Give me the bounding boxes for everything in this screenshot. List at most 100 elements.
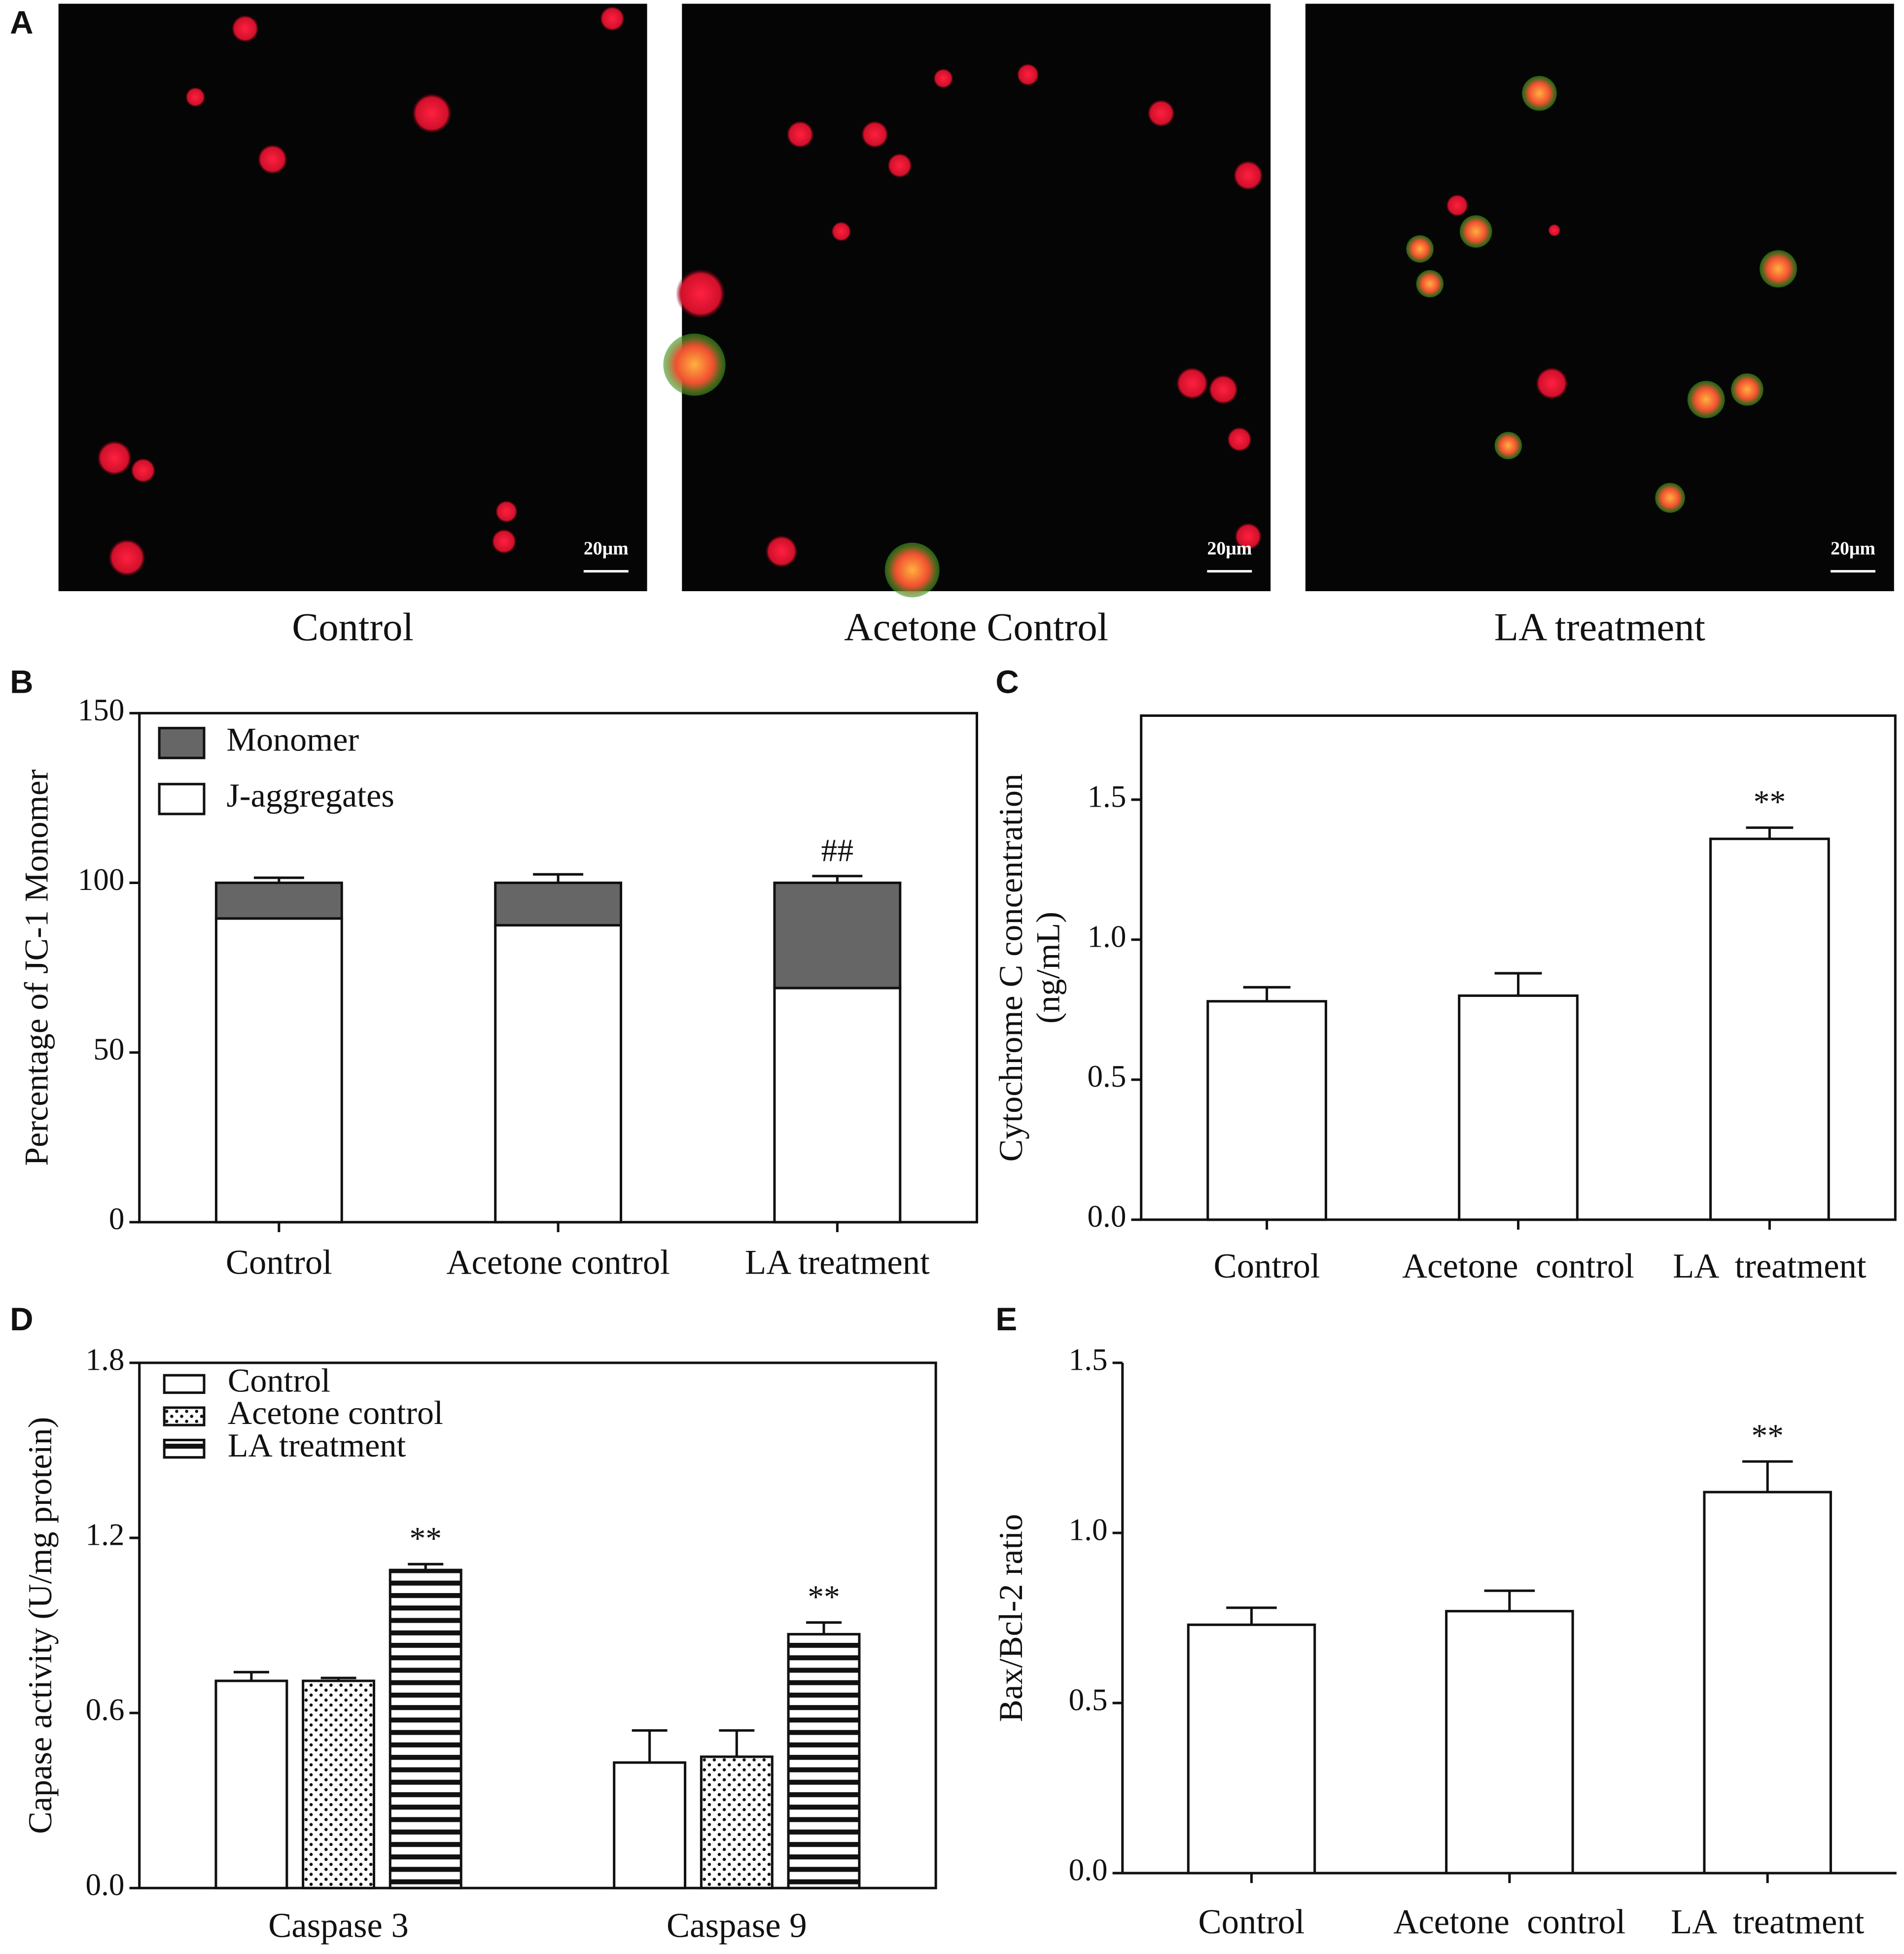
significance-mark: **	[808, 1579, 840, 1615]
cell	[1535, 367, 1568, 400]
bar-segment	[214, 881, 343, 920]
y-axis-label: (ng/mL)	[1029, 912, 1067, 1024]
legend-swatch	[158, 782, 206, 816]
cell	[412, 93, 452, 134]
bar-segment	[773, 881, 902, 990]
y-tick-label: 0.0	[1088, 1199, 1127, 1234]
bar	[1458, 994, 1579, 1221]
x-tick-label: Caspase 3	[268, 1907, 409, 1945]
image-caption: LA treatment	[1494, 605, 1705, 649]
bar-segment	[214, 917, 343, 1224]
scale-bar-label: 20μm	[1831, 538, 1875, 559]
y-tick-label: 1.5	[1088, 779, 1127, 814]
bar	[1187, 1623, 1316, 1875]
y-tick-label: 1.2	[86, 1518, 125, 1552]
significance-mark: **	[409, 1521, 442, 1557]
bar	[1703, 1491, 1832, 1875]
x-tick-label: Control	[1199, 1903, 1305, 1941]
y-tick-label: 100	[78, 862, 125, 897]
cell	[1017, 63, 1039, 86]
cell	[1176, 367, 1208, 400]
significance-mark: ##	[821, 833, 854, 868]
bar-segment	[773, 987, 902, 1224]
panel-letter: A	[10, 4, 33, 40]
cell	[861, 120, 889, 148]
cell	[765, 535, 798, 568]
y-tick-label: 1.0	[1088, 919, 1127, 954]
y-axis-label: Capase activity (U/mg protein)	[21, 1417, 59, 1834]
legend-label: Monomer	[226, 721, 359, 758]
cell	[131, 458, 156, 483]
cell	[1147, 99, 1175, 127]
bar	[214, 1679, 288, 1889]
y-tick-label: 150	[78, 693, 125, 727]
panel-letter: E	[995, 1301, 1017, 1337]
micrograph	[1305, 3, 1894, 591]
cell	[786, 120, 814, 148]
cell	[599, 6, 625, 32]
y-tick-label: 0.5	[1088, 1059, 1127, 1094]
x-tick-label: Acetone control	[446, 1243, 670, 1281]
bar	[700, 1755, 774, 1889]
cell	[97, 440, 132, 476]
y-axis-label: Cytochrome C concentration	[992, 774, 1029, 1162]
y-tick-label: 0.5	[1069, 1682, 1108, 1717]
cell	[1522, 75, 1557, 111]
cell	[1208, 374, 1238, 405]
y-tick-label: 0.0	[86, 1868, 125, 1902]
panel-letter: B	[10, 664, 33, 700]
scale-bar-label: 20μm	[1207, 538, 1252, 559]
x-tick-label: Control	[226, 1243, 332, 1281]
y-axis-label: Percentage of JC-1 Monomer	[17, 769, 55, 1166]
cell	[108, 538, 146, 576]
micrograph	[682, 3, 1271, 591]
cell	[1494, 431, 1522, 460]
cell	[831, 221, 851, 242]
x-tick-label: LA treatment	[1673, 1247, 1867, 1285]
panel-letter: D	[10, 1301, 33, 1337]
cell	[1416, 270, 1444, 298]
x-tick-label: LA treatment	[745, 1243, 930, 1281]
bar	[787, 1633, 861, 1889]
micrograph	[58, 3, 647, 591]
cell	[1234, 523, 1262, 550]
bar	[388, 1568, 462, 1889]
y-tick-label: 0.0	[1069, 1852, 1108, 1887]
cell	[185, 87, 206, 107]
cell	[1406, 235, 1434, 263]
y-tick-label: 1.5	[1069, 1342, 1108, 1377]
y-tick-label: 1.8	[86, 1342, 125, 1377]
y-tick-label: 0.6	[86, 1693, 125, 1727]
cell	[231, 15, 259, 42]
cell	[495, 500, 518, 523]
y-tick-label: 1.0	[1069, 1512, 1108, 1547]
legend-swatch	[158, 727, 206, 759]
image-caption: Acetone Control	[844, 605, 1108, 649]
cell	[663, 333, 726, 396]
significance-mark: **	[1754, 784, 1786, 820]
cell	[1655, 483, 1685, 513]
scale-bar-label: 20μm	[584, 538, 629, 559]
legend-swatch	[163, 1406, 206, 1426]
bar-segment	[494, 924, 623, 1224]
significance-mark: **	[1751, 1419, 1784, 1454]
image-caption: Control	[292, 605, 414, 649]
cell	[1227, 426, 1252, 452]
cell	[1687, 381, 1725, 419]
y-tick-label: 50	[93, 1032, 124, 1066]
cell	[887, 153, 913, 178]
plot-frame	[138, 1361, 937, 1889]
bar	[1709, 837, 1830, 1221]
cell	[492, 529, 517, 554]
cell	[257, 144, 288, 175]
legend-swatch	[163, 1438, 206, 1459]
legend-label: Control	[228, 1362, 330, 1399]
y-axis-label: Bax/Bcl-2 ratio	[992, 1514, 1029, 1722]
x-tick-label: Control	[1214, 1247, 1320, 1285]
x-tick-label: Acetone control	[1402, 1247, 1634, 1285]
cell	[1446, 194, 1469, 217]
x-tick-label: LA treatment	[1671, 1903, 1865, 1941]
bar	[1206, 1000, 1327, 1221]
bar	[1445, 1610, 1574, 1875]
